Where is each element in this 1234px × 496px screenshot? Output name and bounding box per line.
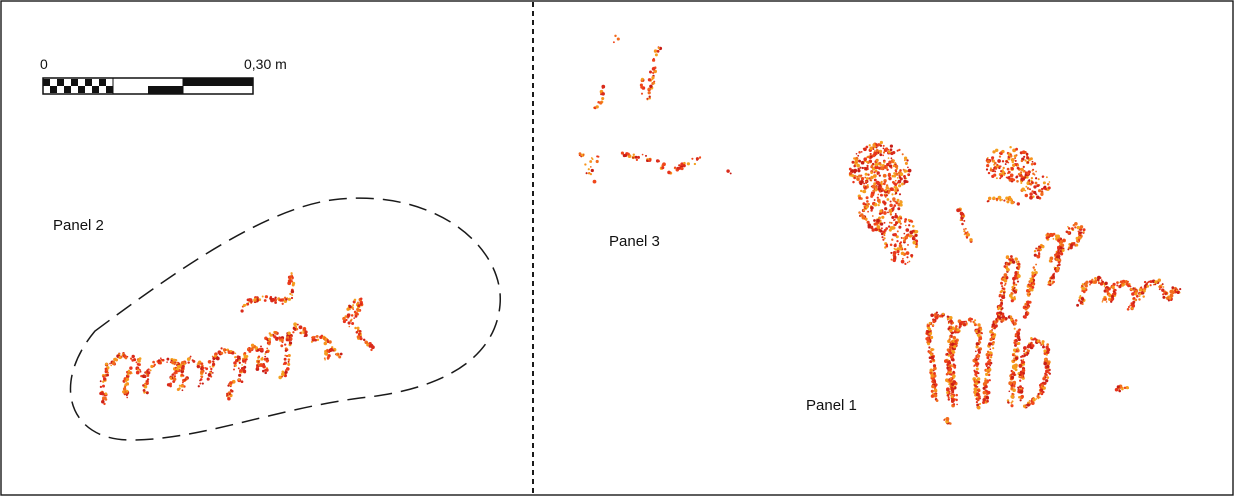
scale-bar-block-2 bbox=[183, 78, 253, 86]
scale-bar-block-1 bbox=[148, 86, 183, 94]
panel-1-label: Panel 1 bbox=[806, 397, 857, 414]
scale-bar bbox=[42, 77, 254, 95]
petroglyph-point-cloud bbox=[99, 34, 1182, 425]
panel-2-label: Panel 2 bbox=[53, 217, 104, 234]
panel-2-outline bbox=[69, 197, 501, 441]
scale-bar-checker bbox=[43, 79, 113, 93]
scale-bar-end-label: 0,30 m bbox=[244, 56, 287, 72]
scale-bar-start-label: 0 bbox=[40, 56, 48, 72]
panel-3-label: Panel 3 bbox=[609, 233, 660, 250]
